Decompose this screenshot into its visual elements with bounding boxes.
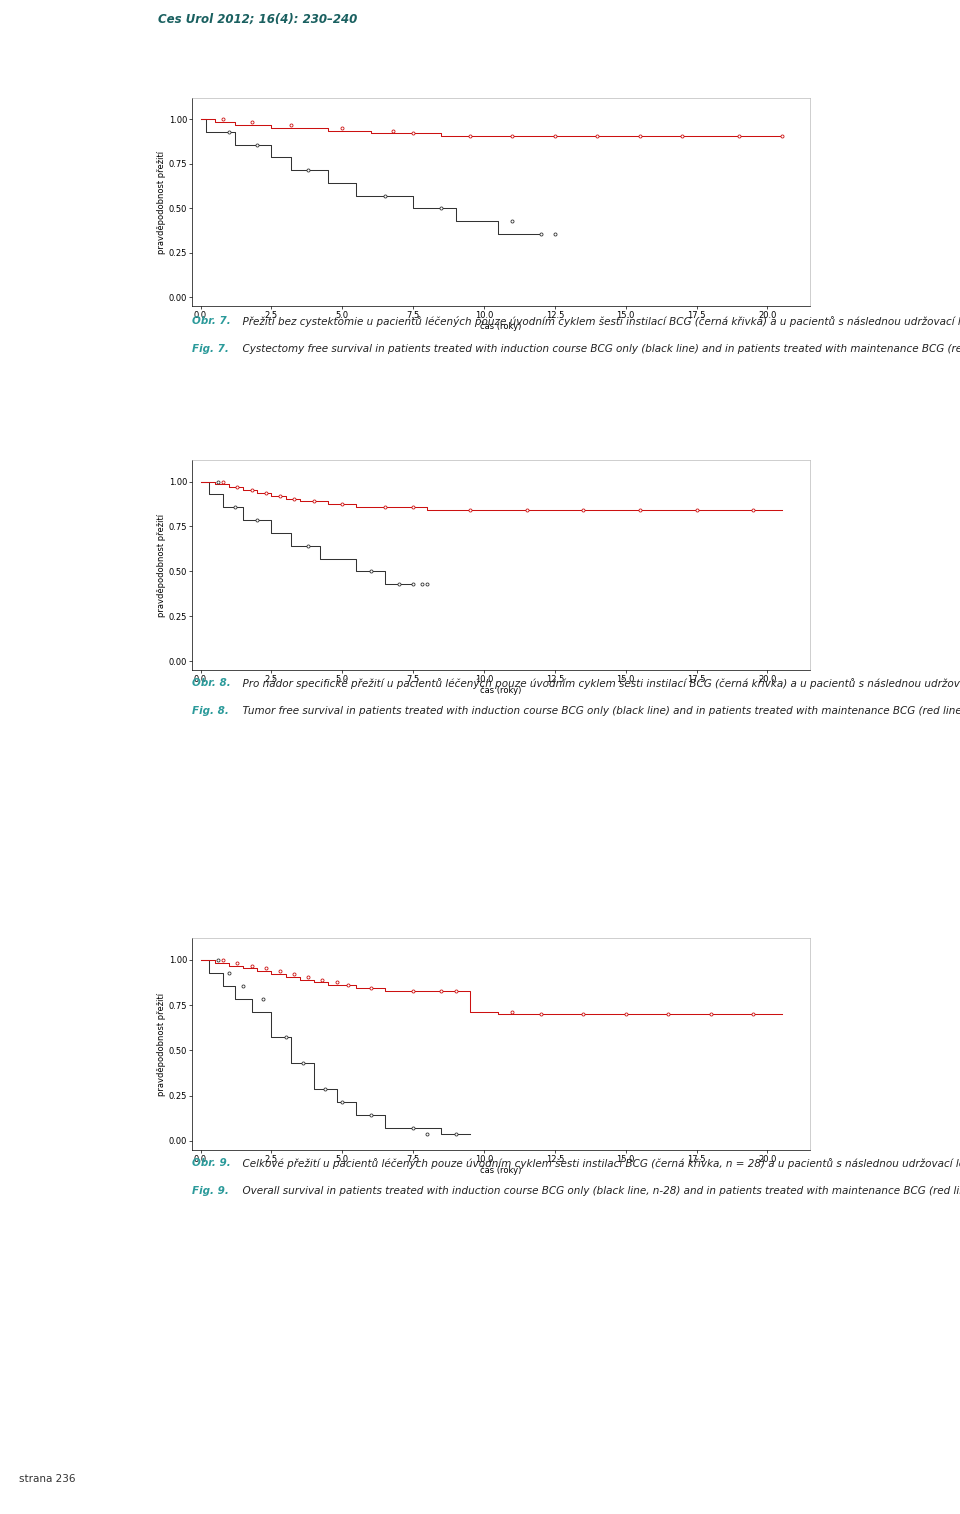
Text: Fig. 9.: Fig. 9. <box>192 1185 228 1196</box>
Text: Fig. 8.: Fig. 8. <box>192 706 228 716</box>
Text: Ces Urol 2012; 16(4): 230–240: Ces Urol 2012; 16(4): 230–240 <box>158 12 358 26</box>
Text: Obr. 8.: Obr. 8. <box>192 678 230 687</box>
Text: Obr. 9.: Obr. 9. <box>192 1158 230 1167</box>
Text: Přežití bez cystektomie u pacientů léčených pouze úvodním cyklem šesti instilací: Přežití bez cystektomie u pacientů léčen… <box>236 316 960 327</box>
Y-axis label: pravděpodobnost přežití: pravděpodobnost přežití <box>156 513 166 616</box>
X-axis label: čas (roky): čas (roky) <box>480 686 521 695</box>
Text: Fig. 7.: Fig. 7. <box>192 344 228 354</box>
X-axis label: čas (roky): čas (roky) <box>480 1166 521 1175</box>
Text: Cystectomy free survival in patients treated with induction course BCG only (bla: Cystectomy free survival in patients tre… <box>236 344 960 354</box>
X-axis label: čas (roky): čas (roky) <box>480 321 521 330</box>
Y-axis label: pravděpodobnost přežití: pravděpodobnost přežití <box>156 993 166 1096</box>
Text: Obr. 7.: Obr. 7. <box>192 316 230 326</box>
Text: Pro nádor specifické přežití u pacientů léčených pouze úvodním cyklem šesti inst: Pro nádor specifické přežití u pacientů … <box>236 678 960 689</box>
Text: Celkové přežití u pacientů léčených pouze úvodním cyklem šesti instilací BCG (če: Celkové přežití u pacientů léčených pouz… <box>236 1158 960 1169</box>
Text: strana 236: strana 236 <box>19 1473 76 1484</box>
Y-axis label: pravděpodobnost přežití: pravděpodobnost přežití <box>156 150 166 253</box>
Text: Overall survival in patients treated with induction course BCG only (black line,: Overall survival in patients treated wit… <box>236 1185 960 1196</box>
Text: Tumor free survival in patients treated with induction course BCG only (black li: Tumor free survival in patients treated … <box>236 706 960 716</box>
